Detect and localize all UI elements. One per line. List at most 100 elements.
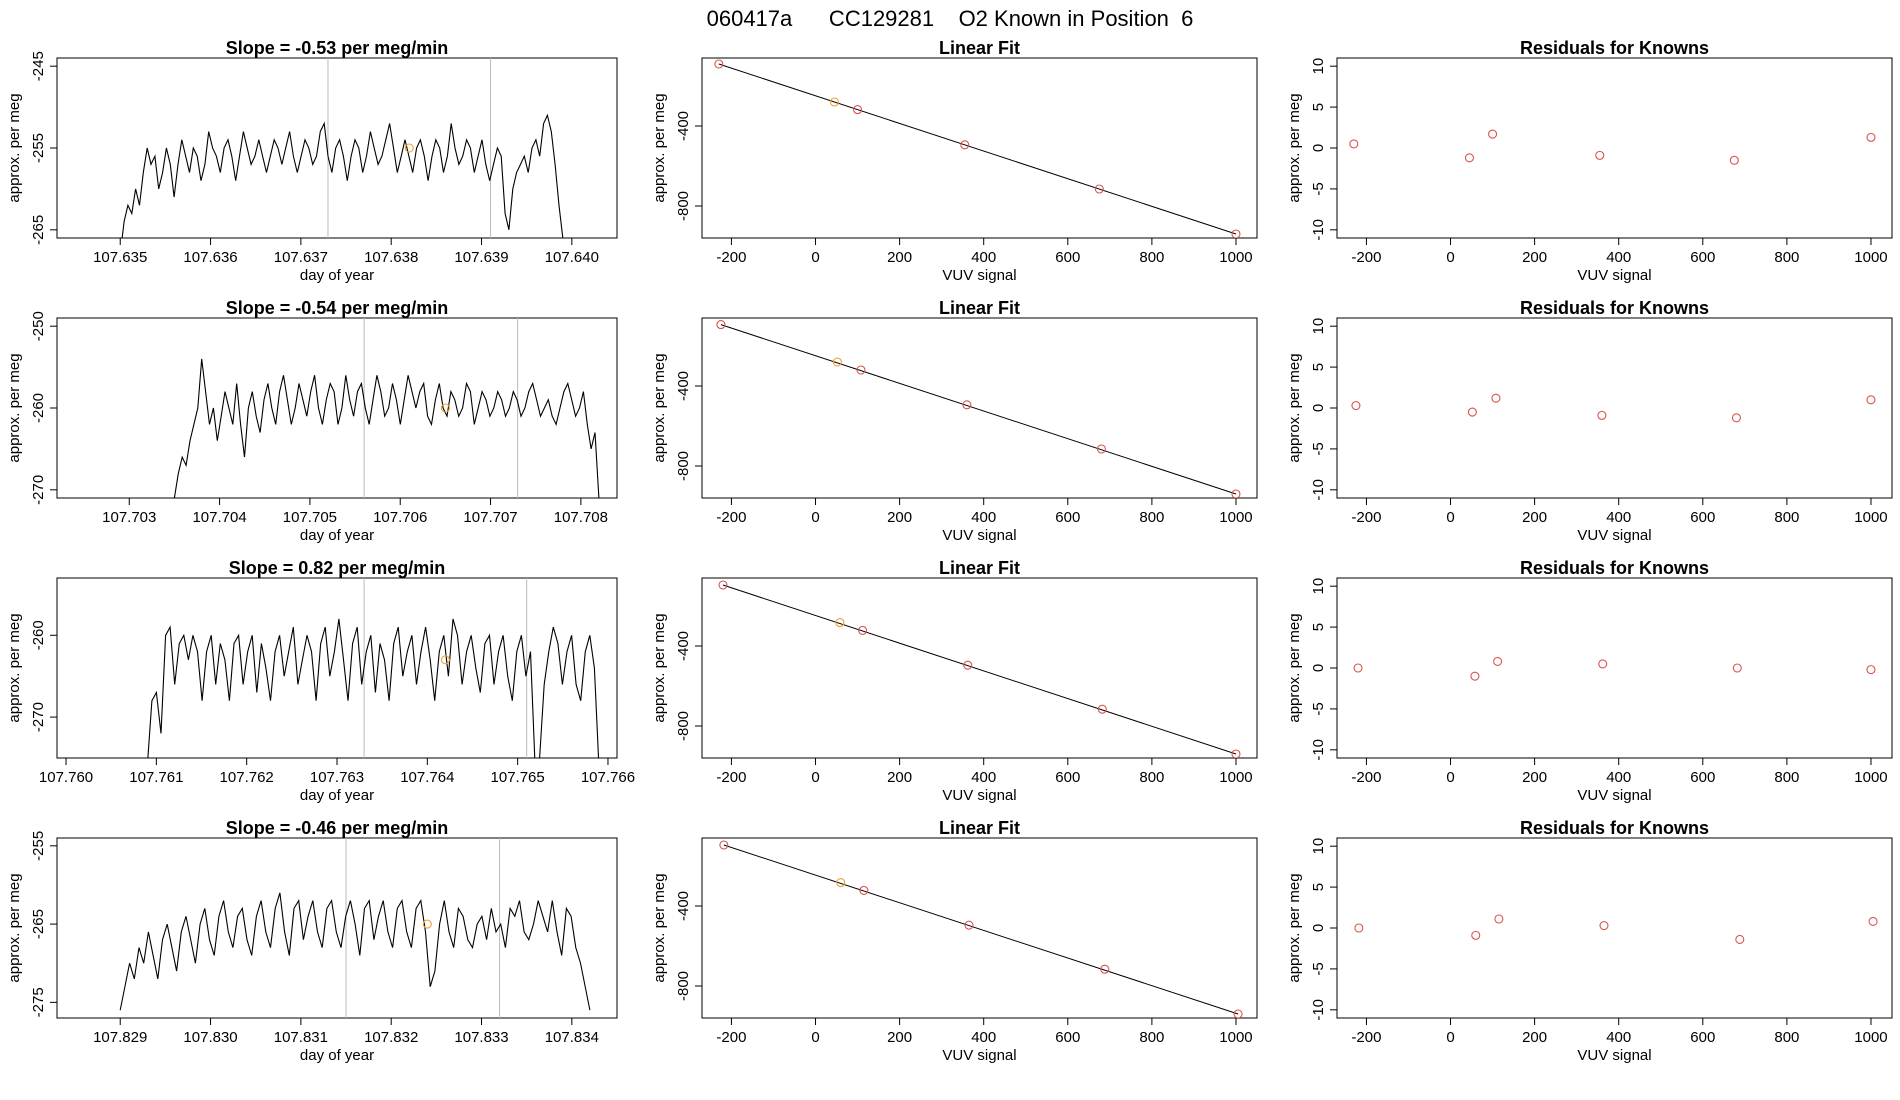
data-point [1233,1009,1243,1018]
fit-line [723,844,1239,1015]
x-tick-label: 107.704 [192,509,246,526]
x-tick-label: 107.766 [581,769,635,786]
x-tick-label: 200 [887,249,912,266]
x-tick-label: 200 [1522,509,1547,526]
plot-area [1349,129,1876,165]
x-tick-label: 400 [1606,249,1631,266]
data-point [1866,665,1876,675]
series-line [119,892,591,1011]
y-tick-label: -10 [1310,219,1327,241]
y-tick-label: -10 [1310,999,1327,1021]
data-point [719,840,729,850]
x-tick-label: 800 [1139,1029,1164,1046]
data-point [1735,934,1745,945]
x-axis-label: VUV signal [1577,267,1651,284]
data-point [1096,444,1106,454]
data-point [1488,129,1498,139]
x-tick-label: 400 [1606,769,1631,786]
x-tick-label: 600 [1690,1029,1715,1046]
x-tick-label: 800 [1139,249,1164,266]
data-point [1729,155,1739,165]
y-axis-label: approx. per meg [651,353,668,462]
plot-area [716,320,1241,498]
x-tick-label: 1000 [1219,769,1252,786]
y-tick-label: -10 [1310,479,1327,501]
x-tick-label: 107.635 [93,249,147,266]
data-point [1731,413,1741,423]
x-axis-label: VUV signal [942,787,1016,804]
x-tick-label: 600 [1055,509,1080,526]
plot-area [1354,914,1878,945]
x-axis-label: day of year [300,1047,374,1064]
panel-title: Residuals for Knowns [1520,558,1709,578]
data-point [714,59,724,69]
series-line [121,113,564,238]
data-point [962,400,972,410]
y-tick-label: -270 [30,702,47,732]
x-tick-label: 107.763 [310,769,364,786]
x-tick-label: 107.834 [545,1029,599,1046]
y-tick-label: 0 [1310,664,1327,672]
panel-title: Linear Fit [939,38,1020,58]
x-tick-label: 1000 [1854,769,1887,786]
data-point [718,580,728,590]
data-point [960,140,970,150]
y-axis-label: approx. per meg [6,613,23,722]
plot-frame [1336,57,1893,239]
x-tick-label: 200 [1522,249,1547,266]
data-point [1866,132,1876,142]
panel-title: Slope = -0.54 per meg/min [226,298,449,318]
y-tick-label: -5 [1310,702,1327,715]
x-tick-label: 107.636 [183,249,237,266]
plot-area [173,318,600,498]
data-point [440,655,450,665]
y-tick-label: 10 [1310,838,1327,855]
x-tick-label: 107.639 [454,249,508,266]
x-tick-label: 200 [887,1029,912,1046]
panel-r0-c0: Slope = -0.53 per meg/min 107.635 107.636 1… [6,38,618,284]
data-point [1598,659,1608,669]
data-point [1597,410,1607,420]
y-tick-label: 5 [1310,623,1327,631]
x-tick-label: 200 [887,509,912,526]
x-axis-label: VUV signal [1577,527,1651,544]
data-point [1471,930,1481,940]
panel-title: Linear Fit [939,298,1020,318]
y-tick-label: 5 [1310,363,1327,371]
x-tick-label: 107.705 [283,509,337,526]
x-axis-label: day of year [300,267,374,284]
plot-frame [701,837,1258,1019]
y-tick-label: -270 [30,475,47,505]
x-axis-label: day of year [300,787,374,804]
x-tick-label: 600 [1690,509,1715,526]
y-tick-label: -5 [1310,182,1327,195]
data-point [853,105,863,115]
panel-r2-c2: Residuals for Knowns-200 0 200 400 600 800 100… [1286,558,1893,804]
data-point [1464,153,1474,163]
panel-r1-c2: Residuals for Knowns-200 0 200 400 600 800 100… [1286,298,1893,544]
x-tick-label: 107.708 [554,509,608,526]
data-point [1732,663,1742,673]
y-axis-label: approx. per meg [651,613,668,722]
panel-title: Residuals for Knowns [1520,298,1709,318]
y-axis-label: approx. per meg [6,93,23,202]
panel-title: Residuals for Knowns [1520,38,1709,58]
series-line [173,358,600,498]
x-tick-label: -200 [716,509,746,526]
y-tick-label: -265 [30,909,47,939]
x-tick-label: 400 [971,1029,996,1046]
x-tick-label: 0 [811,769,819,786]
x-tick-label: 107.640 [545,249,599,266]
data-point [404,143,414,153]
fit-line [718,63,1237,235]
data-point [1231,229,1241,238]
plot-area [147,578,600,758]
data-point [1467,407,1477,417]
panel-r2-c0: Slope = 0.82 per meg/min 107.760 107.761 10… [6,558,635,804]
y-tick-label: 0 [1310,924,1327,932]
data-point [422,919,432,929]
y-axis-label: approx. per meg [1286,613,1303,722]
plot-frame [56,317,618,499]
data-point [1599,920,1609,931]
data-point [1491,393,1501,403]
